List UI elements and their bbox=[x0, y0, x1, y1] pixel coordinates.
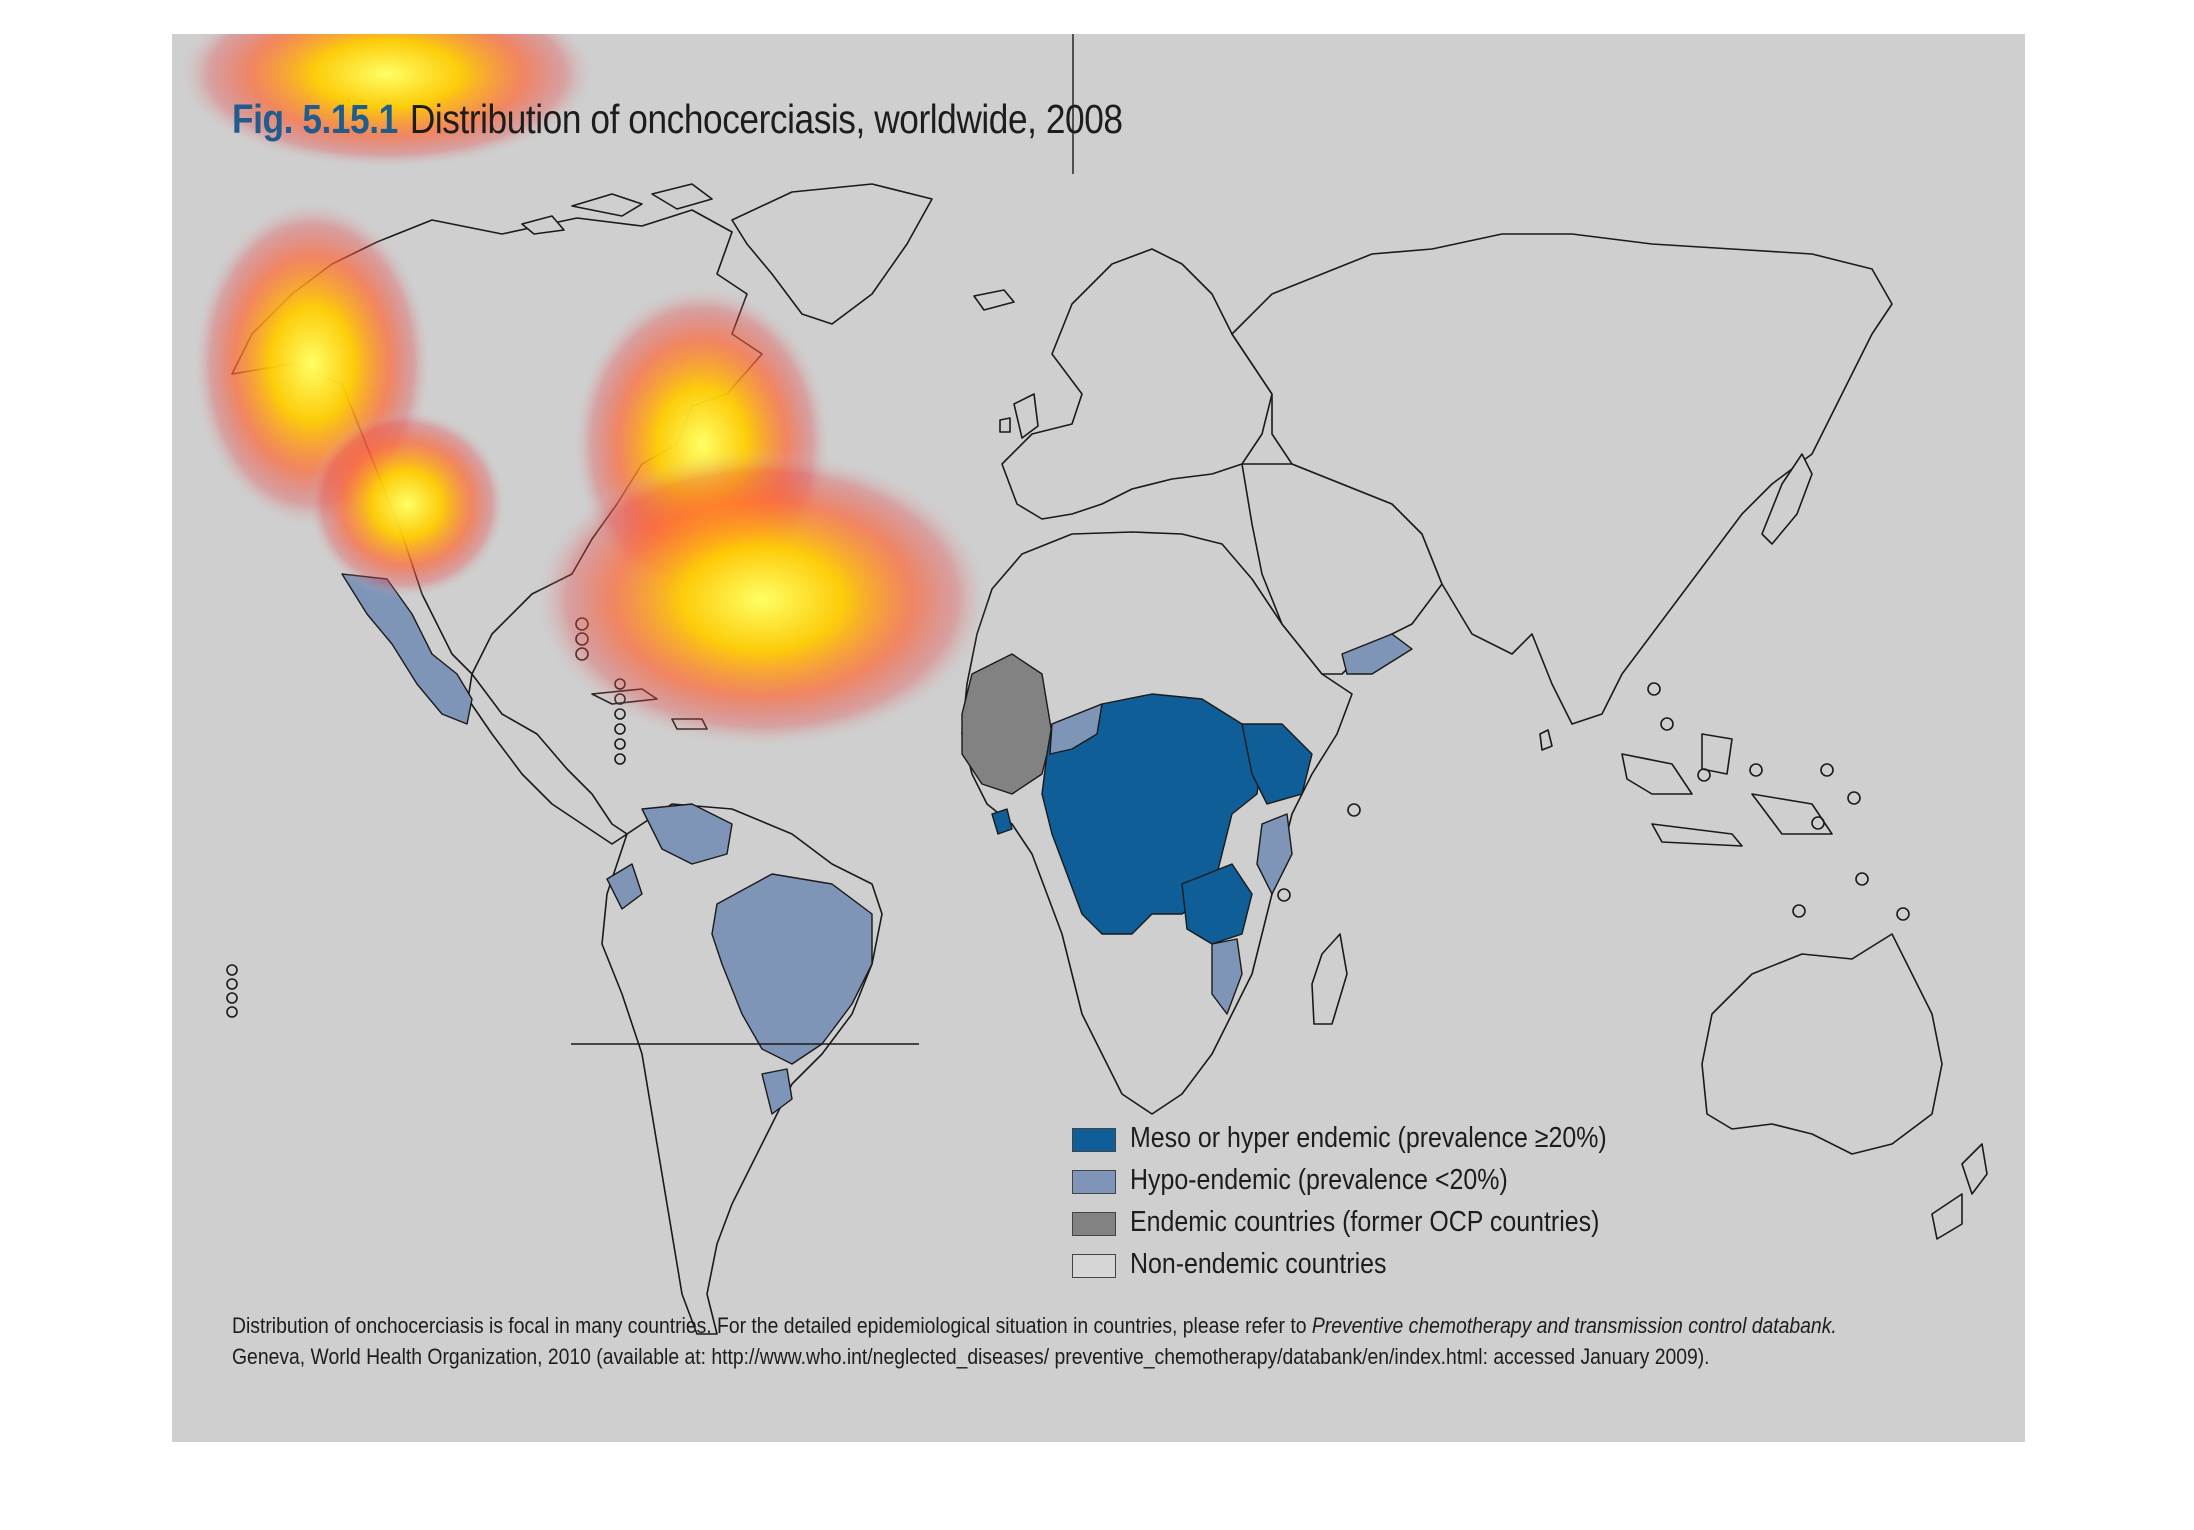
sri-lanka bbox=[1539, 729, 1553, 751]
legend-swatch-hypo bbox=[1072, 1170, 1116, 1194]
asia bbox=[1231, 233, 1893, 725]
figure-number: Fig. 5.15.1 bbox=[232, 96, 398, 142]
hypo-south bbox=[761, 1068, 793, 1115]
europe bbox=[1001, 248, 1273, 520]
legend-swatch-non-endemic bbox=[1072, 1254, 1116, 1278]
world-map bbox=[226, 34, 1988, 1335]
legend-swatch-meso-hyper bbox=[1072, 1128, 1116, 1152]
figure-title-text: Distribution of onchocerciasis, worldwid… bbox=[409, 96, 1123, 142]
new-zealand bbox=[1931, 1143, 1988, 1240]
japan bbox=[1761, 453, 1813, 545]
legend-label-meso-hyper: Meso or hyper endemic (prevalence ≥20%) bbox=[1130, 1122, 1607, 1154]
hypo-yemen bbox=[1341, 633, 1413, 675]
legend-label-former-ocp: Endemic countries (former OCP countries) bbox=[1130, 1206, 1600, 1238]
hypo-sudan-west bbox=[1049, 703, 1103, 755]
north-america bbox=[231, 209, 763, 675]
iceland bbox=[973, 289, 1015, 311]
figure-title: Fig. 5.15.1 Distribution of onchocerciasi… bbox=[232, 96, 1123, 143]
legend-label-hypo: Hypo-endemic (prevalence <20%) bbox=[1130, 1164, 1508, 1196]
hypo-east-africa bbox=[1256, 813, 1293, 895]
hypo-venezuela bbox=[641, 803, 733, 865]
australia bbox=[1701, 933, 1943, 1155]
greenland bbox=[731, 183, 933, 325]
meso-ethiopia bbox=[1241, 723, 1313, 805]
figure-panel: Fig. 5.15.1 Distribution of onchocerciasi… bbox=[172, 34, 2025, 1442]
hypo-malawi bbox=[1211, 938, 1243, 1015]
meso-tanzania bbox=[1181, 863, 1253, 945]
note-databank-title: Preventive chemotherapy and transmission… bbox=[1311, 1313, 1837, 1338]
figure-note: Distribution of onchocerciasis is focal … bbox=[232, 1310, 1972, 1372]
note-line-1-text: Distribution of onchocerciasis is focal … bbox=[232, 1313, 1312, 1338]
southeast-asia-islands bbox=[1621, 733, 1833, 847]
hypo-ecuador bbox=[606, 863, 643, 910]
ocp-west-africa bbox=[961, 653, 1053, 795]
south-america bbox=[601, 803, 883, 1335]
note-line-2: Geneva, World Health Organization, 2010 … bbox=[232, 1344, 1710, 1369]
meso-liberia bbox=[991, 808, 1013, 835]
note-line-1: Distribution of onchocerciasis is focal … bbox=[232, 1310, 1837, 1341]
legend-label-non-endemic: Non-endemic countries bbox=[1130, 1248, 1387, 1280]
legend-swatch-former-ocp bbox=[1072, 1212, 1116, 1236]
caribbean bbox=[591, 688, 708, 730]
madagascar bbox=[1311, 933, 1348, 1025]
uk-ireland bbox=[999, 393, 1039, 439]
hypo-mexico bbox=[341, 573, 473, 725]
arctic-islands bbox=[521, 183, 713, 235]
